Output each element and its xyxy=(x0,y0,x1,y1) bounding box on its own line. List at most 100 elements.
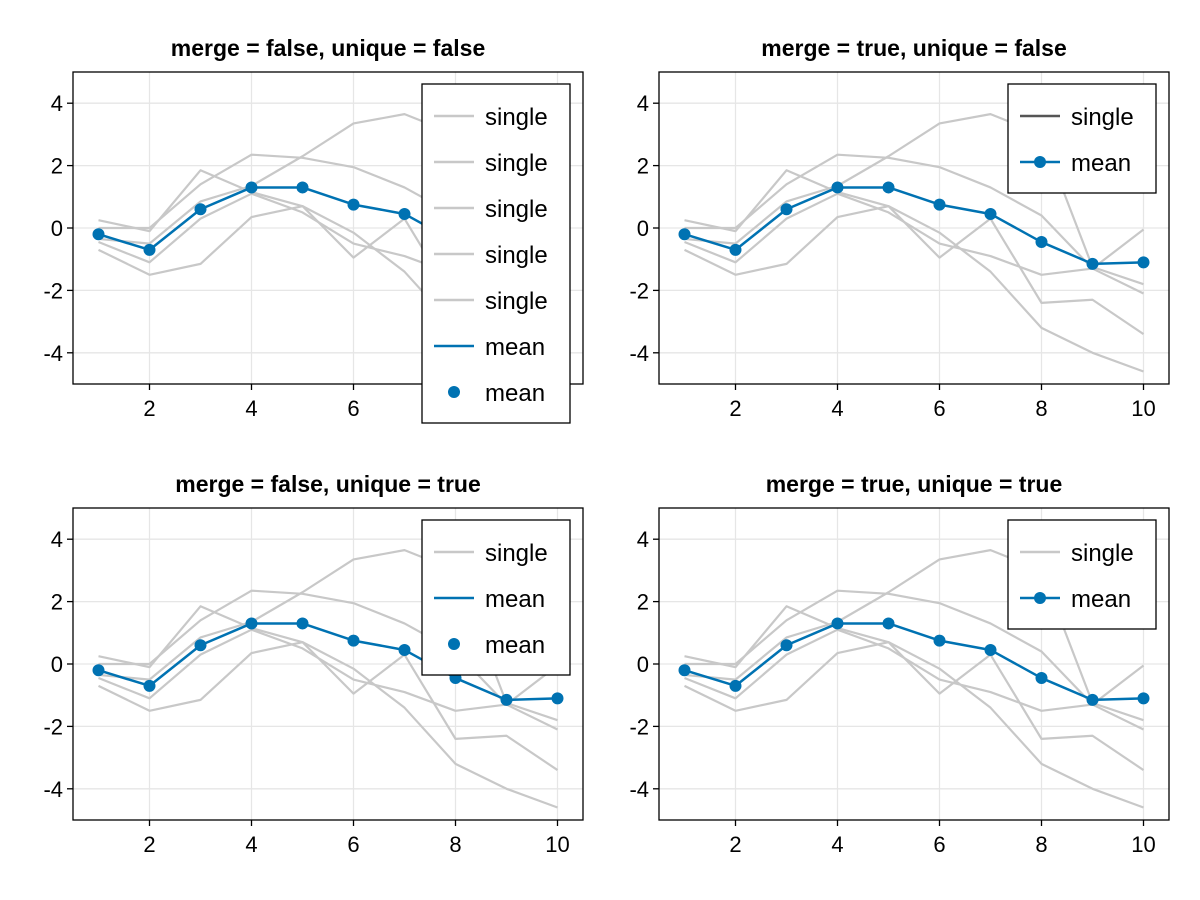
mean-series-line xyxy=(684,186,1144,266)
legend-label: single xyxy=(485,242,548,269)
mean-data-point xyxy=(780,203,793,216)
legend-label: single xyxy=(485,104,548,131)
y-tick-label: 4 xyxy=(51,91,63,116)
y-tick-label: -2 xyxy=(43,278,63,303)
legend-label: single xyxy=(485,196,548,223)
x-tick-label: 4 xyxy=(245,396,257,421)
mean-data-point xyxy=(347,198,360,211)
x-tick-label: 4 xyxy=(831,832,843,857)
x-tick-label: 6 xyxy=(347,832,359,857)
legend: single mean xyxy=(1007,83,1157,194)
legend-label: mean xyxy=(1071,586,1131,613)
x-tick-label: 10 xyxy=(1131,396,1155,421)
y-tick-label: -4 xyxy=(43,777,63,802)
mean-data-point xyxy=(984,643,997,656)
mean-data-point xyxy=(1035,236,1048,249)
y-tick-label: 2 xyxy=(51,590,63,615)
y-tick-label: 0 xyxy=(51,216,63,241)
plot-area xyxy=(678,113,1150,373)
x-tick-label: 6 xyxy=(933,396,945,421)
x-tick-label: 8 xyxy=(1035,396,1047,421)
subplot-title: merge = true, unique = true xyxy=(766,471,1063,497)
x-tick-label: 10 xyxy=(1131,832,1155,857)
mean-data-point xyxy=(1086,693,1099,706)
y-tick-label: 2 xyxy=(637,154,649,179)
mean-data-point xyxy=(143,243,156,256)
legend: single single single single single mean mean xyxy=(421,83,571,424)
mean-series-line xyxy=(684,622,1144,702)
subplot-3: merge = false, unique = true 2 4 6 8 10 4 2 0 -2 -… xyxy=(43,471,584,857)
mean-data-point xyxy=(933,198,946,211)
mean-data-point xyxy=(347,634,360,647)
single-series-line-1 xyxy=(684,605,1144,809)
x-tick-label: 6 xyxy=(347,396,359,421)
single-series-line-1 xyxy=(684,169,1144,373)
subplot-title: merge = false, unique = false xyxy=(171,35,485,61)
single-series-line-4 xyxy=(684,153,1145,270)
mean-data-point xyxy=(984,207,997,220)
mean-data-point xyxy=(678,664,691,677)
mean-data-point xyxy=(296,617,309,630)
single-series-line-3 xyxy=(98,628,558,731)
legend-label: single xyxy=(485,288,548,315)
mean-data-point xyxy=(1137,692,1150,705)
single-series-line-3 xyxy=(684,628,1144,731)
y-tick-label: -2 xyxy=(629,278,649,303)
x-tick-label: 6 xyxy=(933,832,945,857)
mean-data-point xyxy=(551,692,564,705)
mean-data-point xyxy=(678,228,691,241)
legend-marker-swatch xyxy=(1034,156,1046,168)
mean-data-point xyxy=(296,181,309,194)
single-series-line-4 xyxy=(684,589,1145,706)
single-series-line-5 xyxy=(684,113,1144,286)
single-series-line-5 xyxy=(684,549,1144,722)
subplot-title: merge = true, unique = false xyxy=(761,35,1067,61)
subplot-4: merge = true, unique = true 2 4 6 8 10 4 2 0 -2 -4… xyxy=(629,471,1170,857)
mean-data-point xyxy=(1137,256,1150,269)
legend-label: single xyxy=(485,150,548,177)
mean-data-point xyxy=(194,639,207,652)
legend: single mean xyxy=(1007,519,1157,630)
mean-data-point xyxy=(933,634,946,647)
y-tick-label: 0 xyxy=(637,652,649,677)
mean-data-point xyxy=(92,228,105,241)
legend-label: single xyxy=(1071,540,1134,567)
legend-marker-swatch xyxy=(448,638,460,650)
legend-marker-swatch xyxy=(1034,592,1046,604)
mean-data-point xyxy=(729,679,742,692)
legend-box xyxy=(1007,83,1157,194)
mean-series-line xyxy=(98,622,558,702)
y-tick-label: 0 xyxy=(51,652,63,677)
plot-area xyxy=(678,549,1150,809)
y-tick-label: -4 xyxy=(43,341,63,366)
y-tick-label: -4 xyxy=(629,777,649,802)
mean-data-point xyxy=(831,617,844,630)
y-tick-label: -2 xyxy=(629,714,649,739)
legend-label: single xyxy=(1071,104,1134,131)
x-tick-label: 10 xyxy=(545,832,569,857)
legend-marker-swatch xyxy=(448,386,460,398)
mean-data-point xyxy=(882,617,895,630)
mean-data-point xyxy=(194,203,207,216)
single-series-line-2 xyxy=(684,205,1145,335)
mean-data-point xyxy=(500,693,513,706)
mean-data-point xyxy=(245,617,258,630)
y-tick-label: 4 xyxy=(51,527,63,552)
legend-label: mean xyxy=(485,380,545,407)
single-series-line-4 xyxy=(98,589,559,706)
subplot-1: merge = false, unique = false246810420-2… xyxy=(43,35,584,424)
mean-data-point xyxy=(143,679,156,692)
x-tick-label: 2 xyxy=(729,832,741,857)
y-tick-label: -4 xyxy=(629,341,649,366)
y-tick-label: 0 xyxy=(637,216,649,241)
legend-label: mean xyxy=(485,586,545,613)
single-series-line-3 xyxy=(684,192,1144,295)
y-tick-label: 2 xyxy=(51,154,63,179)
x-tick-label: 2 xyxy=(143,396,155,421)
single-series-line-1 xyxy=(98,605,558,809)
single-series-line-2 xyxy=(98,641,559,771)
x-tick-label: 8 xyxy=(1035,832,1047,857)
mean-data-point xyxy=(92,664,105,677)
x-tick-label: 4 xyxy=(831,396,843,421)
